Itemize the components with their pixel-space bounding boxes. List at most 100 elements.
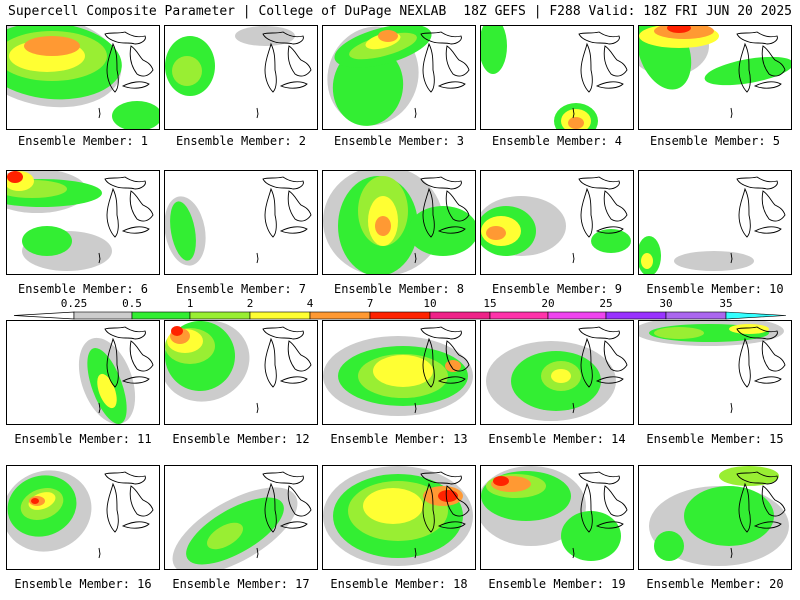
colorbar-tick-label: 1 [186,297,194,310]
great-lakes-outline [736,176,786,238]
ensemble-member-label: Ensemble Member: 19 [488,577,626,591]
ensemble-member-label: Ensemble Member: 1 [17,134,149,148]
ensemble-member-label: Ensemble Member: 2 [175,134,307,148]
ensemble-member-label: Ensemble Member: 7 [175,282,307,296]
great-lakes-outline [578,471,628,533]
ensemble-member-label: Ensemble Member: 9 [491,282,623,296]
ensemble-member-label: Ensemble Member: 6 [17,282,149,296]
colorbar-tick-label: 4 [306,297,314,310]
scp-contour-orange [24,36,80,56]
great-lakes-outline [104,31,154,93]
lake-fragment-outline [572,547,575,559]
map-field [7,171,154,271]
colorbar-tick-label: 15 [483,297,497,310]
scp-contour-green [704,56,791,86]
scp-contour-yellow [373,355,433,387]
map-field [481,176,631,264]
lake-fragment-outline [98,107,101,119]
map-field [172,471,312,569]
ensemble-member-label: Ensemble Member: 15 [646,432,784,446]
scp-contour-lime [719,466,779,486]
scp-contour-red [7,171,23,183]
map-field [639,26,791,119]
lake-fragment-outline [98,547,101,559]
ensemble-map-panel-12 [164,320,318,425]
scp-contour-lime [206,522,244,550]
lake-fragment-outline [414,547,417,559]
colorbar-tick-label: 25 [599,297,613,310]
lake-fragment-outline [730,547,733,559]
lake-fragment-outline [572,252,575,264]
ensemble-map-panel-18 [322,465,476,570]
lake-fragment-outline [572,402,575,414]
ensemble-map-panel-6 [6,170,160,275]
lake-fragment-outline [730,252,733,264]
great-lakes-outline [578,326,628,388]
colorbar-segment [249,311,311,320]
lake-fragment-outline [256,252,259,264]
colorbar-tick-label: 10 [423,297,437,310]
ensemble-map-panel-15 [638,320,792,425]
lake-fragment-outline [414,107,417,119]
lake-fragment-outline [414,402,417,414]
ensemble-member-label: Ensemble Member: 10 [646,282,784,296]
great-lakes-outline [736,31,786,93]
scp-contour-green [591,229,631,253]
ensemble-map-panel-10 [638,170,792,275]
scp-contour-red [438,490,458,502]
ensemble-map-panel-17 [164,465,318,570]
ensemble-map-panel-5 [638,25,792,130]
great-lakes-outline [104,176,154,238]
ensemble-map-panel-2 [164,25,318,130]
scp-contour-green [112,101,159,129]
ensemble-member-label: Ensemble Member: 20 [646,577,784,591]
ensemble-map-panel-3 [322,25,476,130]
ensemble-member-label: Ensemble Member: 18 [330,577,468,591]
map-field [481,26,628,129]
page-title: Supercell Composite Parameter | College … [8,4,447,19]
lake-fragment-outline [256,107,259,119]
map-field [323,466,473,566]
scp-contour-lime [172,56,202,86]
great-lakes-outline [104,326,154,388]
scp-contour-green [22,226,72,256]
scp-contour-yellow [729,324,769,334]
map-field [78,326,154,424]
ensemble-member-label: Ensemble Member: 11 [14,432,152,446]
map-field [639,321,786,414]
lake-fragment-outline [256,547,259,559]
great-lakes-outline [262,471,312,533]
ensemble-map-panel-11 [6,320,160,425]
map-field [323,326,473,416]
colorbar-segment [429,311,491,320]
model-run-info: 18Z GEFS | F288 Valid: 18Z FRI JUN 20 20… [463,4,792,19]
colorbar-tick-label: 2 [246,297,254,310]
ensemble-map-panel-13 [322,320,476,425]
scp-contour-red [493,476,509,486]
ensemble-member-label: Ensemble Member: 12 [172,432,310,446]
scp-contour-orange [378,30,398,42]
colorbar-low-extension [13,311,75,320]
colorbar-tick-label: 7 [366,297,374,310]
scp-contour-orange [568,117,584,129]
scp-contour-gray [674,251,754,271]
great-lakes-outline [420,31,470,93]
map-field [165,321,312,414]
scp-contour-green [481,26,507,74]
lake-fragment-outline [98,402,101,414]
map-field [7,26,159,129]
map-field [165,176,312,266]
lake-fragment-outline [730,107,733,119]
scp-contour-green [654,531,684,561]
colorbar-segment [309,311,371,320]
map-field [639,176,786,274]
colorbar-segment [489,311,549,320]
scp-contour-yellow [641,253,653,269]
lake-fragment-outline [98,252,101,264]
scp-contour-orange [375,216,391,236]
ensemble-map-panel-7 [164,170,318,275]
map-field [7,470,154,559]
ensemble-map-panel-9 [480,170,634,275]
ensemble-map-panel-4 [480,25,634,130]
ensemble-member-label: Ensemble Member: 3 [333,134,465,148]
